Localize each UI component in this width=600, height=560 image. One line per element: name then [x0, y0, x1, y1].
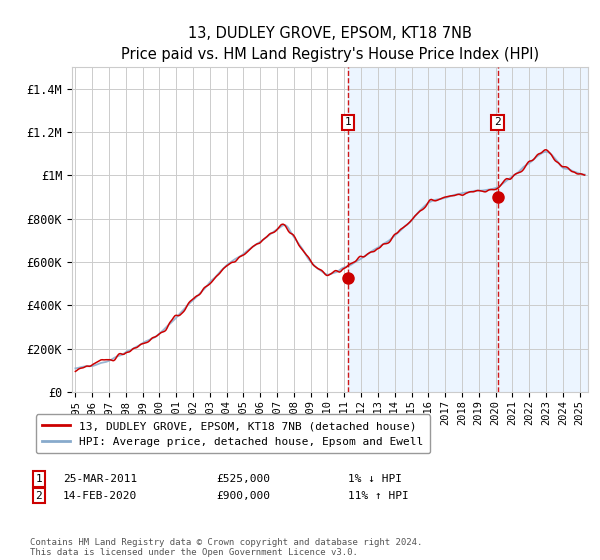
Text: 11% ↑ HPI: 11% ↑ HPI — [348, 491, 409, 501]
Text: Contains HM Land Registry data © Crown copyright and database right 2024.
This d: Contains HM Land Registry data © Crown c… — [30, 538, 422, 557]
Text: 1% ↓ HPI: 1% ↓ HPI — [348, 474, 402, 484]
Text: 2: 2 — [35, 491, 43, 501]
Bar — [348, 67, 588, 392]
Text: 1: 1 — [35, 474, 43, 484]
Text: £525,000: £525,000 — [216, 474, 270, 484]
Text: 14-FEB-2020: 14-FEB-2020 — [63, 491, 137, 501]
Text: 25-MAR-2011: 25-MAR-2011 — [63, 474, 137, 484]
Legend: 13, DUDLEY GROVE, EPSOM, KT18 7NB (detached house), HPI: Average price, detached: 13, DUDLEY GROVE, EPSOM, KT18 7NB (detac… — [35, 414, 430, 453]
Text: £900,000: £900,000 — [216, 491, 270, 501]
Title: 13, DUDLEY GROVE, EPSOM, KT18 7NB
Price paid vs. HM Land Registry's House Price : 13, DUDLEY GROVE, EPSOM, KT18 7NB Price … — [121, 26, 539, 62]
Text: 2: 2 — [494, 118, 501, 128]
Text: 1: 1 — [344, 118, 352, 128]
